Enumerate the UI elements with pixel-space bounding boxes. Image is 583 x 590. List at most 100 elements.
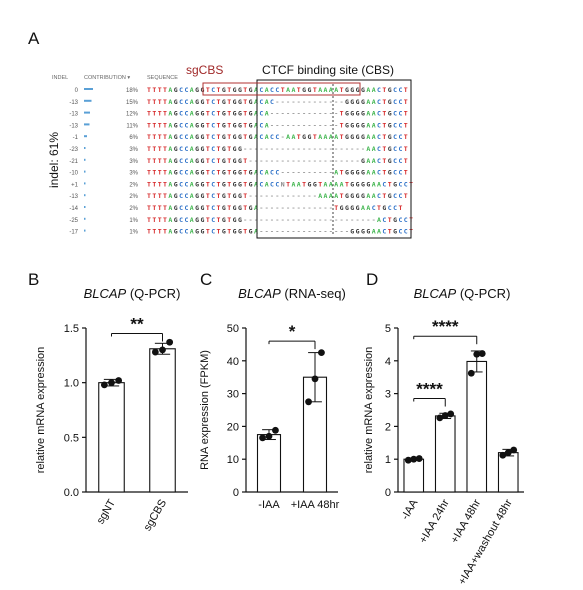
base-letter: G [345, 121, 349, 129]
base-letter: A [366, 121, 370, 129]
base-letter: G [174, 133, 178, 141]
base-letter: C [372, 204, 376, 212]
base-letter: G [361, 169, 365, 177]
base-letter: A [366, 145, 370, 153]
base-letter: T [243, 86, 247, 94]
y-axis-label: relative mRNA expression [363, 347, 375, 474]
base-letter: - [281, 216, 285, 224]
base-letter: T [206, 204, 210, 212]
panel-b-title-rest: (Q-PCR) [126, 286, 180, 301]
base-letter: C [398, 180, 402, 188]
base-letter: T [404, 98, 408, 106]
chart-panel-c: 0 10 20 30 40 50 RNA expression (FPKM) -IAA +IAA… [199, 322, 340, 511]
data-point [115, 377, 123, 384]
base-letter: - [334, 121, 338, 129]
base-letter: G [195, 121, 199, 129]
base-letter: T [163, 169, 167, 177]
base-letter: - [356, 145, 360, 153]
base-letter: - [281, 157, 285, 165]
base-letter: G [388, 157, 392, 165]
base-letter: C [211, 228, 215, 236]
base-letter: C [377, 192, 381, 200]
alignment-row: -13 12% TTTTAGCCAGGTCTGTGGTGACA-----------… [69, 110, 407, 118]
base-letter: T [388, 216, 392, 224]
base-letter: A [190, 157, 194, 165]
contribution-bar [84, 206, 86, 208]
data-point [311, 375, 319, 383]
base-letter: G [249, 121, 253, 129]
data-point [305, 398, 312, 406]
base-letter: C [382, 216, 386, 224]
base-letter: C [211, 169, 215, 177]
base-letter: A [372, 145, 376, 153]
base-letter: G [356, 204, 360, 212]
base-letter: - [340, 216, 344, 224]
base-letter: G [356, 110, 360, 118]
base-letter: - [254, 157, 258, 165]
base-letter: - [281, 121, 285, 129]
panel-c-title-rest: (RNA-seq) [281, 286, 346, 301]
base-letter: - [308, 204, 312, 212]
base-letter: - [286, 216, 290, 224]
base-letter: - [318, 145, 322, 153]
alignment-row: -14 2% TTTTAGCCAGGTCTGTGGTGA--------------… [69, 204, 402, 212]
base-letter: T [147, 98, 151, 106]
base-letter: - [361, 145, 365, 153]
base-letter: T [158, 228, 162, 236]
base-letter: A [190, 216, 194, 224]
indel-header: INDEL [52, 75, 68, 81]
base-letter: A [254, 98, 258, 106]
base-letter: G [350, 228, 354, 236]
base-letter: T [243, 98, 247, 106]
base-letter: - [291, 110, 295, 118]
base-letter: C [398, 169, 402, 177]
base-letter: G [233, 133, 237, 141]
base-letter: C [211, 216, 215, 224]
y-tick-label: 5 [385, 323, 391, 335]
base-letter: - [286, 192, 290, 200]
base-letter: A [372, 121, 376, 129]
base-letter: - [324, 98, 328, 106]
base-letter: T [286, 180, 290, 188]
base-letter: G [201, 192, 205, 200]
base-letter: A [168, 192, 172, 200]
base-letter: G [350, 169, 354, 177]
base-letter: - [324, 145, 328, 153]
base-letter: T [206, 192, 210, 200]
y-axis-label: relative mRNA expression [35, 347, 47, 474]
indel-value: -25 [69, 218, 78, 224]
base-letter: G [233, 169, 237, 177]
base-letter: T [297, 133, 301, 141]
contribution-bar [84, 194, 86, 197]
base-letter: - [324, 157, 328, 165]
base-letter: C [211, 121, 215, 129]
base-letter: - [313, 145, 317, 153]
base-letter: C [184, 145, 188, 153]
base-letter: - [297, 169, 301, 177]
base-letter: G [222, 121, 226, 129]
base-letter: - [297, 98, 301, 106]
base-letter: T [340, 110, 344, 118]
base-letter: - [356, 157, 360, 165]
base-letter: G [238, 228, 242, 236]
base-letter: A [372, 133, 376, 141]
base-letter: G [350, 133, 354, 141]
base-letter: - [270, 228, 274, 236]
base-letter: T [217, 169, 221, 177]
base-letter: G [308, 133, 312, 141]
base-letter: C [184, 169, 188, 177]
base-letter: T [158, 192, 162, 200]
base-letter: A [168, 121, 172, 129]
base-letter: - [259, 228, 263, 236]
base-letter: - [297, 110, 301, 118]
base-letter: - [318, 169, 322, 177]
base-letter: T [227, 98, 231, 106]
base-letter: T [345, 180, 349, 188]
bar [98, 382, 125, 493]
base-letter: A [377, 216, 381, 224]
base-letter: T [227, 145, 231, 153]
base-letter: - [265, 204, 269, 212]
base-letter: G [195, 98, 199, 106]
data-point [100, 381, 108, 389]
base-letter: C [259, 133, 263, 141]
